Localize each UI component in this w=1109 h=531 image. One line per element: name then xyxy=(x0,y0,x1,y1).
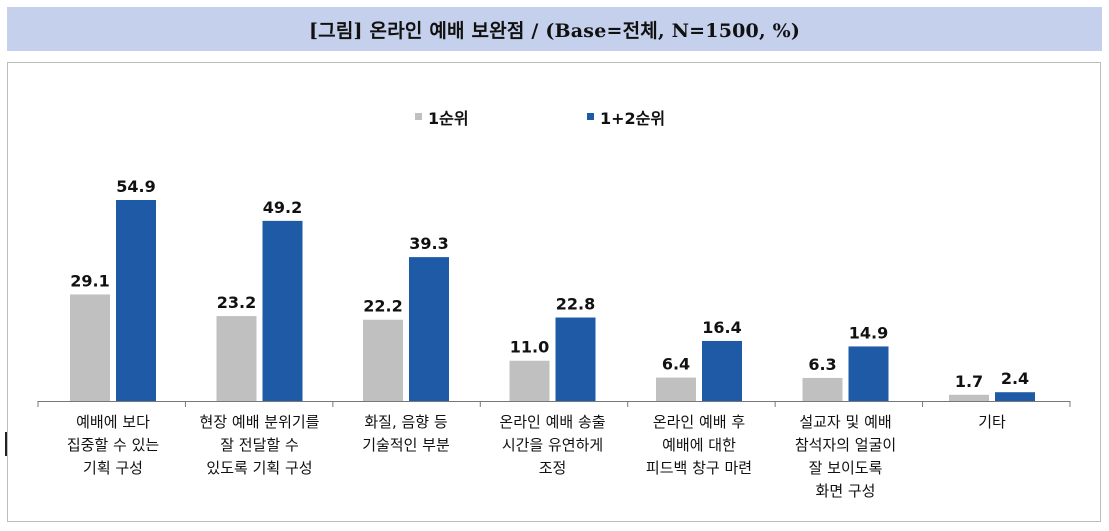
legend-label-2: 1+2순위 xyxy=(600,109,665,128)
data-label-s1-c3: 22.2 xyxy=(363,297,402,316)
category-label-6-line-2: 참석자의 얼굴이 xyxy=(795,436,896,454)
legend-swatch-1 xyxy=(415,113,422,120)
category-label-2-line-2: 잘 전달할 수 xyxy=(220,436,299,454)
data-label-s2-c2: 49.2 xyxy=(263,198,302,217)
chart-title: [그림] 온라인 예배 보완점 / (Base=전체, N=1500, %) xyxy=(308,19,801,42)
bar-s2-c7 xyxy=(995,392,1035,401)
bar-s1-c6 xyxy=(802,377,843,401)
category-label-4-line-1: 온라인 예배 송출 xyxy=(499,413,605,431)
edge-marker xyxy=(5,432,7,456)
bar-s2-c6 xyxy=(848,346,889,401)
bar-s2-c3 xyxy=(409,257,449,401)
category-label-5-line-3: 피드백 창구 마련 xyxy=(646,459,752,477)
data-label-s1-c1: 29.1 xyxy=(70,271,109,290)
data-label-s2-c5: 16.4 xyxy=(702,318,741,337)
category-label-1-line-2: 집중할 수 있는 xyxy=(67,436,160,454)
data-label-s1-c6: 6.3 xyxy=(808,355,836,374)
data-label-s1-c4: 11.0 xyxy=(510,338,549,357)
category-label-6-line-4: 화면 구성 xyxy=(816,482,876,500)
category-label-4-line-3: 조정 xyxy=(539,459,567,477)
category-label-1-line-1: 예배에 보다 xyxy=(76,413,150,431)
category-label-5-line-1: 온라인 예배 후 xyxy=(653,413,746,431)
bar-s1-c7 xyxy=(949,394,989,401)
data-label-s2-c4: 22.8 xyxy=(556,295,595,314)
bar-s2-c1 xyxy=(116,200,156,401)
legend-swatch-2 xyxy=(587,113,594,120)
category-label-6-line-3: 잘 보이도록 xyxy=(809,459,883,477)
category-label-2-line-1: 현장 예배 분위기를 xyxy=(200,413,320,431)
data-label-s2-c1: 54.9 xyxy=(116,177,155,196)
bar-s1-c5 xyxy=(656,377,696,401)
data-label-s1-c7: 1.7 xyxy=(955,372,983,391)
category-label-1-line-3: 기획 구성 xyxy=(83,459,143,477)
data-label-s1-c5: 6.4 xyxy=(662,355,690,374)
category-label-2-line-3: 있도록 기획 구성 xyxy=(206,459,312,477)
data-label-s2-c7: 2.4 xyxy=(1001,369,1029,388)
bar-s2-c5 xyxy=(702,340,742,401)
category-label-3-line-2: 기술적인 부분 xyxy=(362,436,450,454)
bar-s1-c2 xyxy=(216,316,257,401)
chart-frame xyxy=(7,62,1101,522)
bar-s1-c1 xyxy=(70,294,110,401)
category-label-5-line-2: 예배에 대한 xyxy=(662,436,736,454)
category-label-3-line-1: 화질, 음향 등 xyxy=(364,413,448,431)
bar-s2-c4 xyxy=(555,317,596,401)
bar-s2-c2 xyxy=(262,220,303,401)
chart-title-bar: [그림] 온라인 예배 보완점 / (Base=전체, N=1500, %) xyxy=(7,7,1102,51)
bar-s1-c3 xyxy=(363,319,403,401)
data-label-s2-c6: 14.9 xyxy=(849,323,888,342)
category-label-4-line-2: 시간을 유연하게 xyxy=(502,436,603,454)
data-label-s1-c2: 23.2 xyxy=(217,293,256,312)
data-label-s2-c3: 39.3 xyxy=(409,234,448,253)
category-label-7-line-1: 기타 xyxy=(978,413,1006,431)
bar-s1-c4 xyxy=(509,360,550,401)
legend-label-1: 1순위 xyxy=(428,109,469,128)
category-label-6-line-1: 설교자 및 예배 xyxy=(799,413,891,431)
